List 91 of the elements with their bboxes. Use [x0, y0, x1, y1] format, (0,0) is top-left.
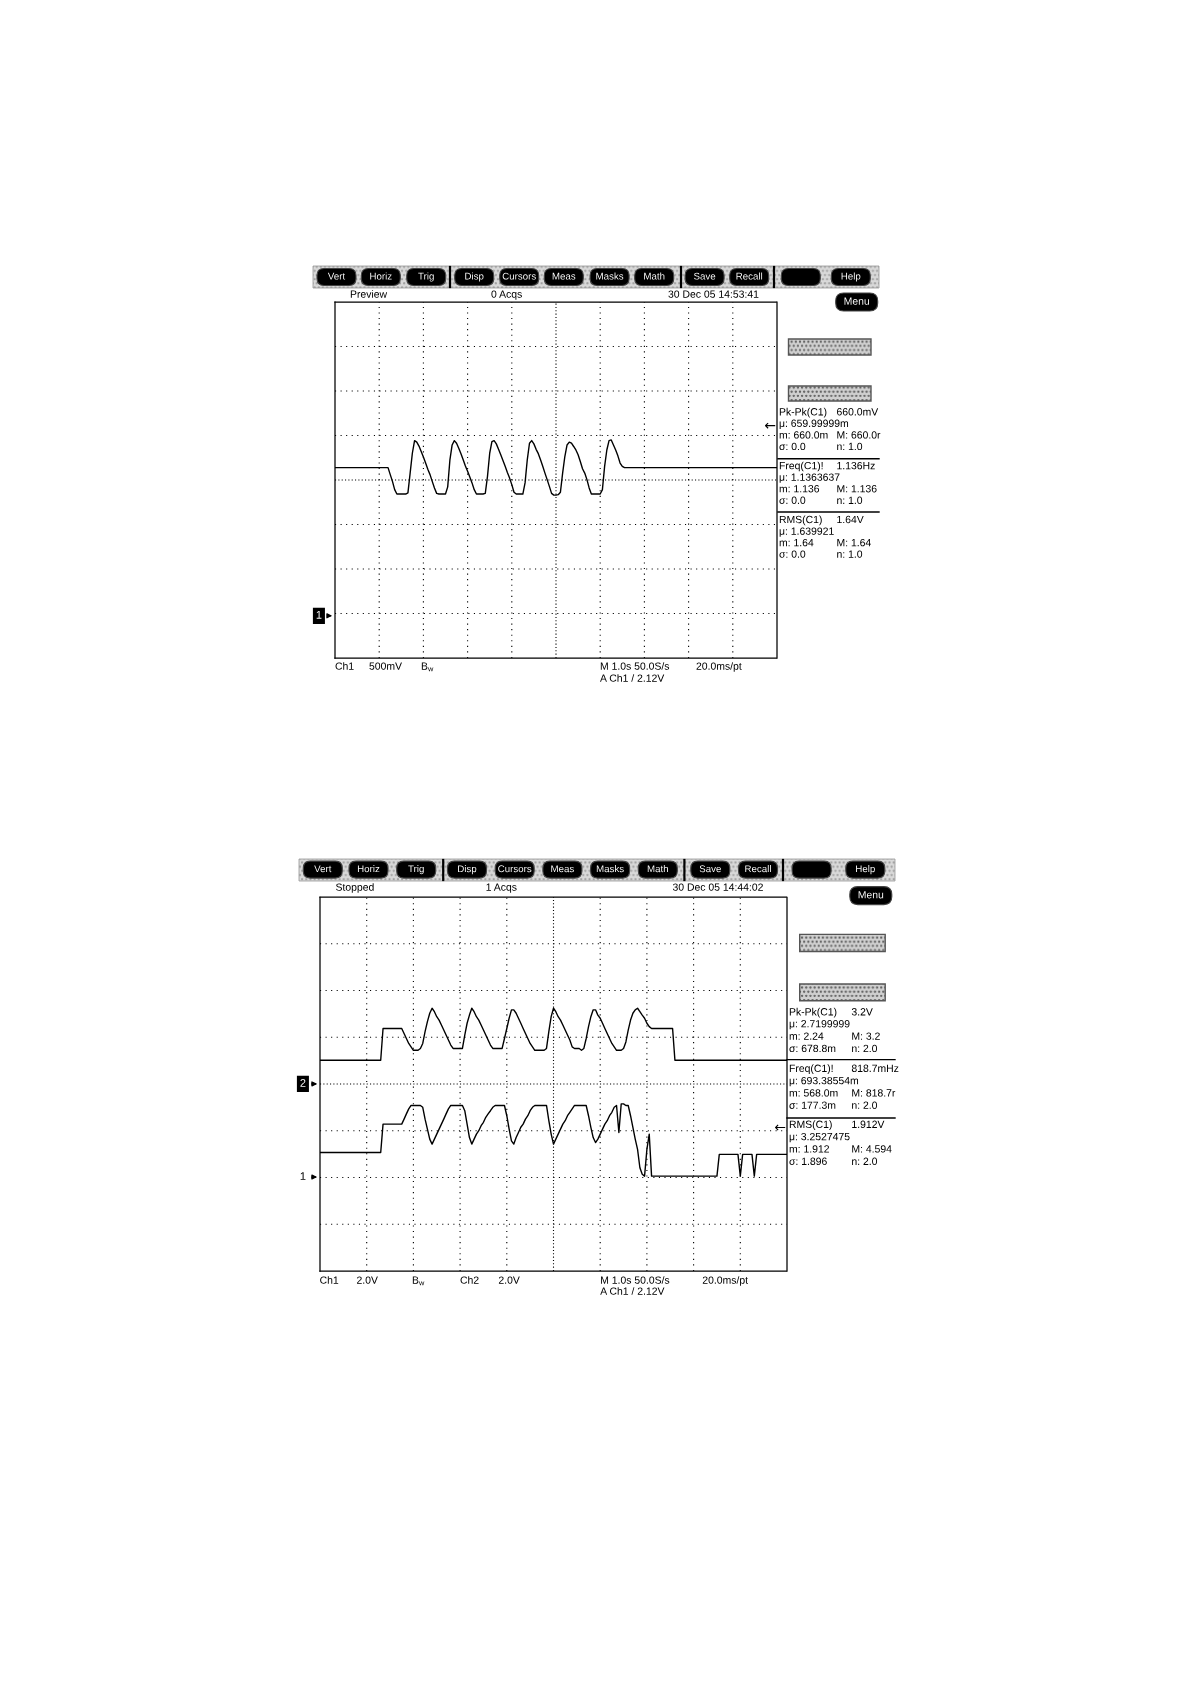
- text: 660.0mV: [837, 408, 879, 416]
- text: Masks: [596, 865, 624, 873]
- text: Freq(C1)!: [779, 461, 823, 472]
- text: 500mV: [369, 662, 402, 670]
- text: Trig: [408, 865, 424, 875]
- text: Ch1: [335, 662, 354, 670]
- text: 1: [300, 1172, 306, 1180]
- text: σ: 678.8m: [789, 1044, 836, 1053]
- text: Menu: [858, 891, 884, 899]
- text: n: 1.0: [837, 442, 863, 451]
- text: n: 1.0: [837, 496, 863, 504]
- text: Freq(C1)!: [789, 1064, 833, 1075]
- text: Masks: [596, 272, 624, 280]
- text: Recall: [745, 865, 771, 873]
- text: Math: [647, 865, 668, 873]
- text: Ch2: [460, 1276, 479, 1284]
- text: n: 2.0: [852, 1157, 878, 1165]
- text: σ: 1.896: [789, 1157, 827, 1165]
- text: Disp: [465, 272, 484, 282]
- text: M 1.0s 50.0S/s: [600, 662, 670, 670]
- text: m: 1.136: [779, 485, 820, 493]
- text: 2: [300, 1079, 306, 1087]
- text: σ: 0.0: [779, 550, 806, 558]
- text: 0 Acqs: [491, 290, 522, 300]
- text: 1.136Hz: [837, 461, 875, 470]
- text: m: 1.64: [779, 538, 814, 547]
- text: Help: [841, 272, 861, 282]
- text: Horiz: [370, 272, 392, 280]
- text: n: 1.0: [837, 550, 863, 558]
- text: Help: [856, 865, 875, 875]
- text: σ: 0.0: [779, 496, 806, 504]
- text: 1.64V: [837, 515, 864, 524]
- text: μ: 693.38554m: [789, 1076, 859, 1087]
- text: 30 Dec 05 14:53:41: [668, 290, 759, 298]
- text: μ: 659.99999m: [779, 419, 849, 429]
- annotation: ←: [775, 1124, 786, 1131]
- text: Save: [693, 272, 716, 280]
- text: Recall: [736, 272, 763, 280]
- text: B$_{w}$: [421, 662, 434, 672]
- text: M: 1.64: [837, 538, 871, 547]
- text: μ: 1.639921: [779, 527, 834, 537]
- text: μ: 3.2527475: [789, 1132, 850, 1143]
- text: m: 1.912: [789, 1145, 830, 1153]
- text: m: 2.24: [789, 1032, 824, 1040]
- text: Ch1: [320, 1276, 339, 1284]
- text: n: 2.0: [852, 1044, 878, 1053]
- text: M: 3.2: [852, 1032, 880, 1040]
- text: σ: 0.0: [779, 442, 806, 451]
- text: Stopped: [335, 883, 374, 893]
- text: M: 1.136: [837, 485, 877, 493]
- text: RMS(C1): [779, 515, 822, 526]
- text: σ: 177.3m: [789, 1101, 836, 1109]
- text: Menu: [844, 297, 870, 305]
- text: 1 Acqs: [486, 883, 517, 893]
- text: 3.2V: [851, 1008, 873, 1016]
- text: Cursors: [498, 865, 532, 873]
- text: Math: [644, 272, 665, 280]
- text: Meas: [551, 865, 574, 873]
- text: 30 Dec 05 14:44:02: [672, 883, 763, 891]
- text: Meas: [552, 272, 576, 280]
- text: 1.912V: [852, 1120, 885, 1128]
- text: μ: 1.1363637: [779, 473, 840, 483]
- text: m: 660.0m: [779, 431, 828, 439]
- text: 818.7mHz: [851, 1064, 899, 1072]
- text: Horiz: [357, 865, 380, 873]
- text: M: 818.7r: [852, 1089, 896, 1097]
- text: n: 2.0: [852, 1101, 878, 1109]
- text: Vert: [327, 272, 346, 280]
- text: Pk-Pk(C1): [789, 1007, 837, 1018]
- text: Preview: [350, 290, 388, 298]
- text: RMS(C1): [789, 1120, 832, 1131]
- text: μ: 2.7199999: [789, 1020, 850, 1030]
- text: Disp: [458, 865, 477, 875]
- text: ←: [765, 422, 776, 429]
- text: 2.0V: [498, 1276, 520, 1284]
- text: Cursors: [502, 272, 536, 280]
- text: 1: [316, 611, 322, 619]
- text: 20.0ms/pt: [696, 662, 742, 672]
- text: B$_{w}$: [412, 1276, 425, 1286]
- text: Vert: [314, 865, 332, 873]
- text: 2.0V: [357, 1276, 378, 1284]
- text: A Ch1 / 2.12V: [600, 1287, 665, 1295]
- text: A Ch1 / 2.12V: [600, 674, 665, 682]
- text: M: 4.594: [852, 1145, 892, 1153]
- text: 20.0ms/pt: [702, 1276, 748, 1286]
- text: Pk-Pk(C1): [779, 407, 827, 418]
- text: Save: [699, 865, 721, 873]
- text: M: 660.0r: [837, 431, 881, 439]
- text: M 1.0s 50.0S/s: [601, 1276, 670, 1284]
- text: m: 568.0m: [789, 1089, 838, 1097]
- text: Trig: [418, 272, 434, 282]
